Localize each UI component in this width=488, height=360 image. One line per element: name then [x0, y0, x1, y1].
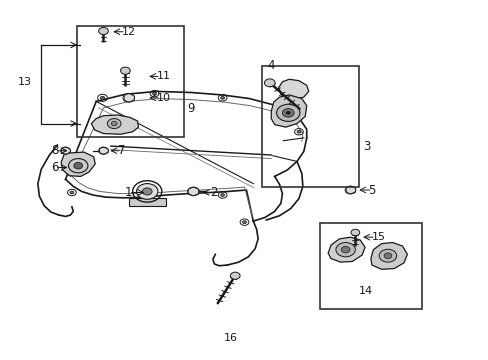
Text: 10: 10	[157, 93, 171, 103]
Text: 13: 13	[18, 77, 31, 87]
Circle shape	[74, 162, 82, 169]
Circle shape	[99, 27, 108, 35]
Circle shape	[242, 221, 246, 224]
Text: 6: 6	[51, 161, 59, 174]
Circle shape	[230, 272, 240, 279]
Circle shape	[220, 194, 224, 197]
Polygon shape	[278, 79, 308, 100]
Text: 5: 5	[368, 184, 375, 197]
Circle shape	[335, 243, 355, 257]
Polygon shape	[327, 237, 365, 262]
Text: 8: 8	[51, 144, 59, 157]
Circle shape	[142, 188, 152, 195]
Text: 1: 1	[125, 186, 132, 199]
Text: 2: 2	[210, 186, 218, 199]
Circle shape	[345, 186, 355, 194]
Bar	[261, 66, 358, 187]
Text: 12: 12	[122, 27, 136, 37]
Circle shape	[275, 111, 279, 114]
Circle shape	[383, 253, 391, 258]
Circle shape	[111, 121, 117, 126]
Circle shape	[122, 94, 134, 102]
Circle shape	[145, 196, 149, 199]
Circle shape	[350, 229, 359, 236]
Circle shape	[152, 92, 156, 95]
Circle shape	[276, 104, 299, 121]
Circle shape	[68, 158, 88, 173]
Text: 16: 16	[224, 333, 237, 343]
Bar	[77, 26, 183, 137]
Circle shape	[187, 187, 199, 196]
Circle shape	[100, 96, 104, 99]
Text: 9: 9	[187, 102, 194, 115]
Polygon shape	[271, 95, 306, 127]
Circle shape	[136, 184, 158, 199]
Circle shape	[61, 147, 70, 154]
Text: 7: 7	[118, 144, 125, 157]
Circle shape	[264, 79, 275, 87]
Text: 3: 3	[363, 140, 370, 153]
Text: 11: 11	[157, 71, 171, 81]
Text: 4: 4	[267, 59, 275, 72]
Circle shape	[378, 249, 396, 262]
Circle shape	[70, 191, 74, 194]
Bar	[128, 198, 165, 206]
Circle shape	[99, 147, 108, 154]
Circle shape	[341, 247, 349, 253]
Text: 15: 15	[371, 232, 385, 242]
Circle shape	[220, 96, 224, 99]
Circle shape	[285, 111, 290, 114]
Polygon shape	[91, 115, 138, 134]
Circle shape	[296, 130, 300, 133]
Bar	[319, 223, 421, 309]
Circle shape	[120, 67, 130, 74]
Circle shape	[107, 118, 121, 129]
Circle shape	[282, 109, 293, 117]
Polygon shape	[61, 152, 95, 176]
Polygon shape	[370, 243, 407, 269]
Text: 14: 14	[358, 286, 372, 296]
